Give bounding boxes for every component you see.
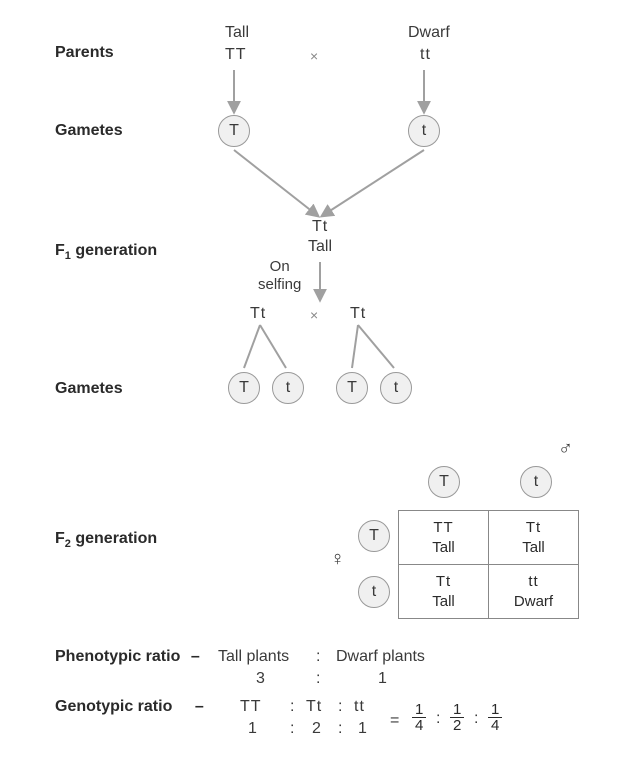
punnett-col-T: T [428,466,460,498]
label-f2: F2 generation [55,530,157,550]
pheno-tall-label: Tall plants [218,648,289,666]
label-gametes2: Gametes [55,380,123,398]
gamete2-4: t [380,372,412,404]
punnett-cell-1-1: tt Dwarf [489,565,579,619]
geno-colon1: : [290,698,294,716]
parent-right-pheno: Dwarf [408,24,450,42]
frac-1-4a: 1 4 [412,702,426,733]
punnett-cell-0-1: Tt Tall [489,511,579,565]
punnett-cell-1-0: Tt Tall [399,565,489,619]
selfing-label: On selfing [258,258,301,294]
parent-left-geno: TT [225,46,247,64]
pheno-val-3: 3 [256,670,265,688]
pheno-colon2: : [316,670,320,688]
geno-val-3: 1 [358,720,367,738]
geno-eq: = [390,712,399,730]
frac-1-2: 1 2 [450,702,464,733]
frac-1-4b: 1 4 [488,702,502,733]
pheno-colon1: : [316,648,320,666]
label-parents: Parents [55,44,114,62]
selfing-right: Tt [350,305,366,323]
parent-left-pheno: Tall [225,24,249,42]
gamete1-right: t [408,115,440,147]
punnett-cell-0-0: TT Tall [399,511,489,565]
geno-ratio-row: Genotypic ratio – [55,698,210,716]
geno-vcolon2: : [338,720,342,738]
geno-Tt: Tt [306,698,322,716]
label-f1: F1 generation [55,242,157,262]
gamete1-left: T [218,115,250,147]
gamete2-2: t [272,372,304,404]
geno-vcolon1: : [290,720,294,738]
punnett-square: TT Tall Tt Tall Tt Tall tt Dwarf [398,510,579,619]
parent-right-geno: tt [420,46,431,64]
pheno-val-1: 1 [378,670,387,688]
diagram-connectors [0,0,622,757]
geno-val-2: 2 [312,720,321,738]
cross-symbol-1: × [310,48,318,64]
f1-geno: Tt [312,218,328,236]
punnett-row-T: T [358,520,390,552]
female-symbol: ♀ [330,548,345,571]
geno-fcolon2: : [474,710,478,728]
pheno-ratio-row: Phenotypic ratio – [55,648,206,666]
punnett-col-t: t [520,466,552,498]
geno-fcolon1: : [436,710,440,728]
geno-TT: TT [240,698,262,716]
geno-val-1: 1 [248,720,257,738]
label-gametes1: Gametes [55,122,123,140]
gamete2-3: T [336,372,368,404]
selfing-left: Tt [250,305,266,323]
geno-tt: tt [354,698,365,716]
gamete2-1: T [228,372,260,404]
geno-colon2: : [338,698,342,716]
pheno-dwarf-label: Dwarf plants [336,648,425,666]
cross-symbol-2: × [310,307,318,323]
male-symbol: ♂ [558,438,573,461]
f1-pheno: Tall [308,238,332,256]
punnett-row-t: t [358,576,390,608]
